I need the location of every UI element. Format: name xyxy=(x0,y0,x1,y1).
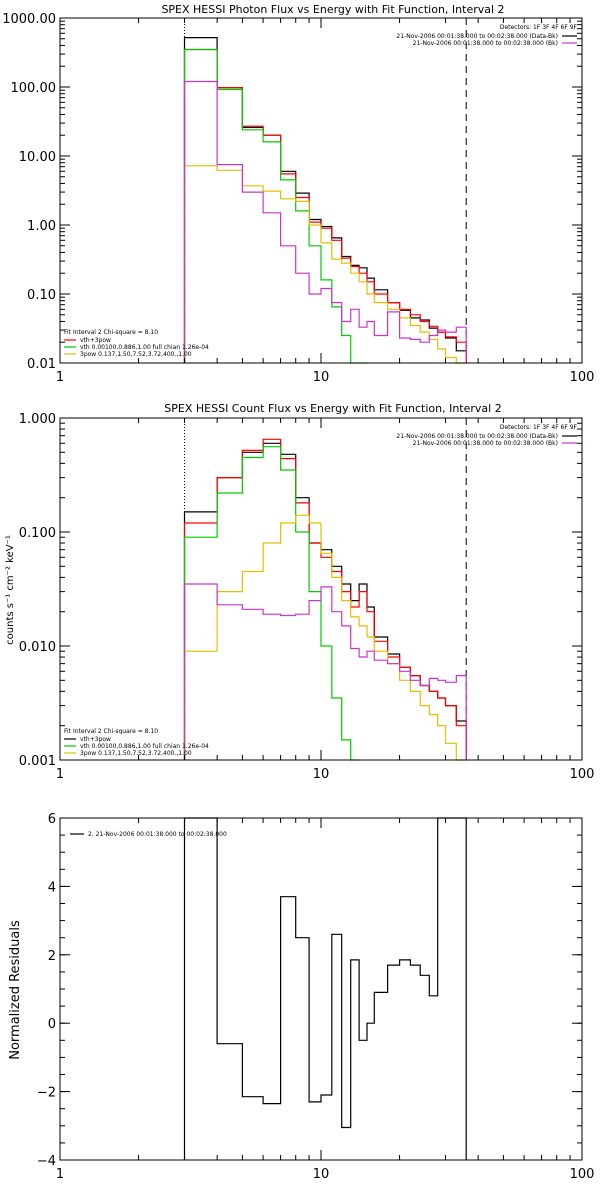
x-tick-label: 100 xyxy=(570,767,595,782)
photon-legend-right-entry: 21-Nov-2006 00:01:38.000 to 00:02:38.000… xyxy=(413,40,558,47)
y-tick-label: 1000.00 xyxy=(2,12,56,27)
y-tick-label: 6 xyxy=(48,812,56,827)
x-tick-label: 1 xyxy=(56,370,64,385)
y-tick-label: 0.001 xyxy=(19,754,56,769)
photon-flux-panel: SPEX HESSI Photon Flux vs Energy with Fi… xyxy=(2,3,594,385)
series-data-line xyxy=(183,37,467,363)
residuals-x-axis: 1 10 100 xyxy=(56,818,595,1182)
photon-legend-fit-header: Fit Interval 2 Chi-square = 8.10 xyxy=(64,329,158,336)
y-tick-label: 100.00 xyxy=(11,81,57,96)
x-tick-label: 10 xyxy=(313,1167,330,1182)
count-legend-fit-header: Fit Interval 2 Chi-square = 8.10 xyxy=(64,728,158,735)
y-tick-label: 2 xyxy=(48,949,56,964)
residuals-plot-area xyxy=(183,817,467,1160)
photon-legend-detectors: Detectors: 1F 3F 4F 6F 9F xyxy=(500,24,578,31)
y-tick-label: 1.00 xyxy=(27,219,56,234)
photon-legend-left: Fit Interval 2 Chi-square = 8.10 vth+3po… xyxy=(64,329,209,358)
photon-legend-right: Detectors: 1F 3F 4F 6F 9F 21-Nov-2006 00… xyxy=(396,24,577,47)
y-tick-label: −4 xyxy=(37,1154,56,1169)
x-tick-label: 10 xyxy=(313,767,330,782)
y-tick-label: 4 xyxy=(48,880,56,895)
series-vth-3pow-line xyxy=(183,438,467,760)
x-tick-label: 100 xyxy=(570,370,595,385)
count-legend-left-entry: vth 0.00100,0.886,1.00 full chian 1.26e-… xyxy=(80,743,209,750)
count-plot-area xyxy=(183,418,467,761)
residuals-y-axis-label: Normalized Residuals xyxy=(8,920,23,1060)
y-tick-label: 1.000 xyxy=(19,412,56,427)
residuals-legend-entry: 2. 21-Nov-2006 00:01:38.000 to 00:02:38.… xyxy=(88,831,227,838)
series-bk-line xyxy=(183,583,467,760)
series-2-21-nov-2006-00-01-38-000-to-00-02-38-000-line xyxy=(183,817,467,1160)
photon-plot-area xyxy=(183,18,467,364)
count-flux-panel: SPEX HESSI Count Flux vs Energy with Fit… xyxy=(5,402,594,782)
series-bk-line xyxy=(183,80,467,363)
residuals-y-axis: −4 −2 0 2 4 6 xyxy=(37,812,582,1169)
count-legend-left-entry: 3pow 0.137,1.50,7.52,3.72,400.,1.00 xyxy=(80,750,192,757)
photon-legend-left-entry: vth 0.00100,0.886,1.00 full chian 1.26e-… xyxy=(80,344,209,351)
series-vth-3pow-line xyxy=(183,48,467,363)
series-3pow-line xyxy=(183,165,467,364)
series-data-line xyxy=(183,442,467,760)
photon-legend-left-entry: vth+3pow xyxy=(80,337,111,344)
residuals-legend: 2. 21-Nov-2006 00:01:38.000 to 00:02:38.… xyxy=(70,831,227,838)
count-legend-right: Detectors: 1F 3F 4F 6F 9F 21-Nov-2006 00… xyxy=(396,424,577,447)
photon-chart-title: SPEX HESSI Photon Flux vs Energy with Fi… xyxy=(161,3,504,16)
count-legend-right-entry: 21-Nov-2006 00:01:38.000 to 00:02:38.000… xyxy=(396,433,558,440)
count-legend-right-entry: 21-Nov-2006 00:01:38.000 to 00:02:38.000… xyxy=(413,440,558,447)
count-x-axis: 1 10 100 xyxy=(56,418,595,782)
y-tick-label: −2 xyxy=(37,1086,56,1101)
y-tick-label: 0.01 xyxy=(27,357,56,372)
count-chart-title: SPEX HESSI Count Flux vs Energy with Fit… xyxy=(164,402,501,415)
y-tick-label: 0.10 xyxy=(27,288,56,303)
count-legend-left: Fit Interval 2 Chi-square = 8.10 vth+3po… xyxy=(64,728,209,757)
photon-x-axis: 1 10 100 xyxy=(56,18,595,385)
y-tick-label: 0.010 xyxy=(19,640,56,655)
series-3pow-line xyxy=(183,514,467,761)
y-tick-label: 10.00 xyxy=(19,150,56,165)
photon-plot-frame xyxy=(59,17,583,364)
count-y-axis-label: counts s⁻¹ cm⁻² keV⁻¹ xyxy=(5,535,16,645)
series-vth-line xyxy=(183,446,360,761)
residuals-plot-frame xyxy=(59,817,583,1161)
x-tick-label: 100 xyxy=(570,1167,595,1182)
count-legend-detectors: Detectors: 1F 3F 4F 6F 9F xyxy=(500,424,578,431)
x-tick-label: 1 xyxy=(56,767,64,782)
residuals-panel: Normalized Residuals −4 −2 0 2 4 6 1 10 100 2. … xyxy=(8,812,594,1182)
series-vth-line xyxy=(183,48,367,364)
count-legend-left-entry: vth+3pow xyxy=(80,736,111,743)
photon-legend-right-entry: 21-Nov-2006 00:01:38.000 to 00:02:38.000… xyxy=(396,33,558,40)
photon-y-axis: 0.01 0.10 1.00 10.00 100.00 1000.00 xyxy=(2,12,582,372)
x-tick-label: 1 xyxy=(56,1167,64,1182)
photon-legend-left-entry: 3pow 0.137,1.50,7.52,3.72,400.,1.00 xyxy=(80,351,192,358)
count-y-axis: 0.001 0.010 0.100 1.000 xyxy=(19,412,582,769)
x-tick-label: 10 xyxy=(313,370,330,385)
y-tick-label: 0 xyxy=(48,1017,56,1032)
y-tick-label: 0.100 xyxy=(19,526,56,541)
